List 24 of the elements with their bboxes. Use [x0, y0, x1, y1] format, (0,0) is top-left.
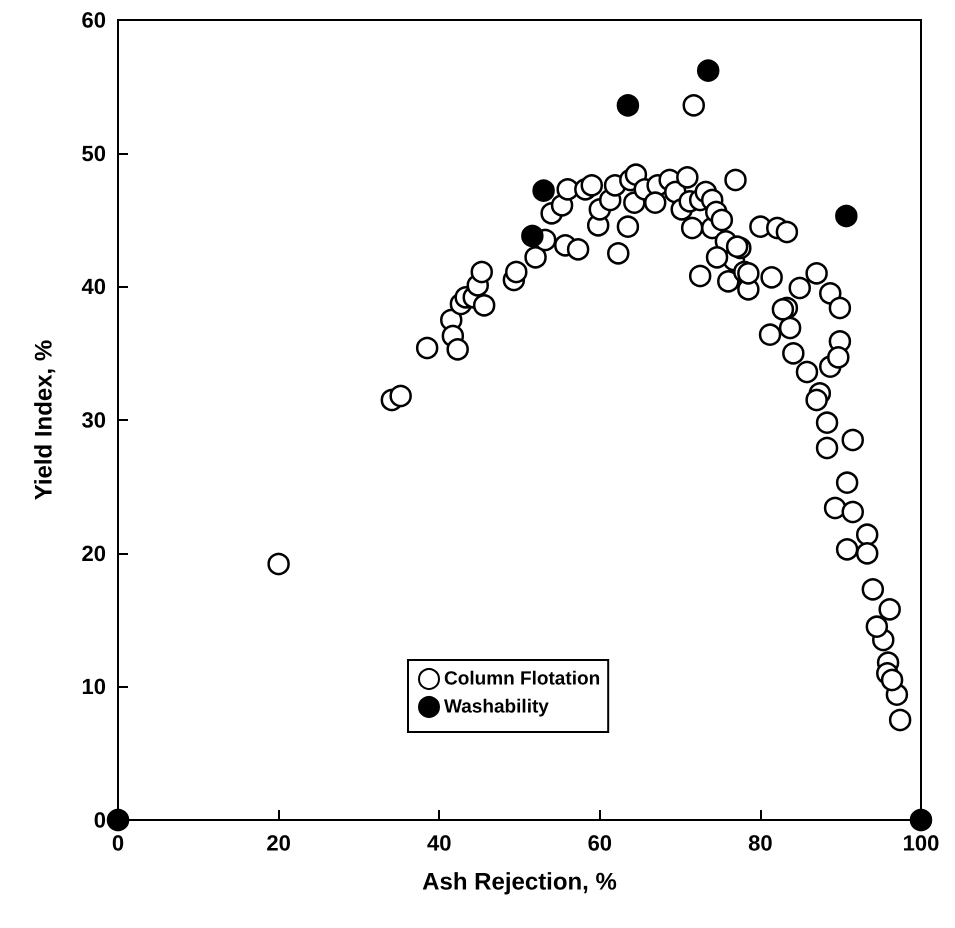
x-tick-label: 60 [588, 830, 612, 856]
x-tick-label: 0 [112, 830, 124, 856]
y-tick-label: 50 [82, 140, 106, 166]
x-tick-label: 100 [902, 830, 940, 856]
point [696, 59, 720, 82]
y-axis-title: Yield Index, % [30, 340, 58, 500]
y-tick-label: 40 [82, 274, 106, 300]
legend-label: Washability [444, 696, 550, 718]
x-tick-label: 80 [748, 830, 773, 856]
x-axis-title: Ash Rejection, % [422, 868, 617, 896]
point [521, 224, 544, 248]
x-tick-label: 20 [266, 830, 291, 856]
y-tick-label: 0 [94, 808, 106, 832]
point [835, 204, 858, 228]
point [532, 179, 555, 202]
y-tick-label: 30 [82, 408, 106, 432]
legend-label: Column Flotation [444, 668, 600, 690]
x-tick-label: 40 [426, 830, 452, 856]
point [616, 94, 640, 117]
y-tick-label: 20 [82, 540, 106, 566]
y-tick-label: 60 [82, 8, 106, 32]
point [106, 808, 130, 832]
point [910, 808, 932, 832]
y-tick-label: 10 [82, 674, 106, 700]
